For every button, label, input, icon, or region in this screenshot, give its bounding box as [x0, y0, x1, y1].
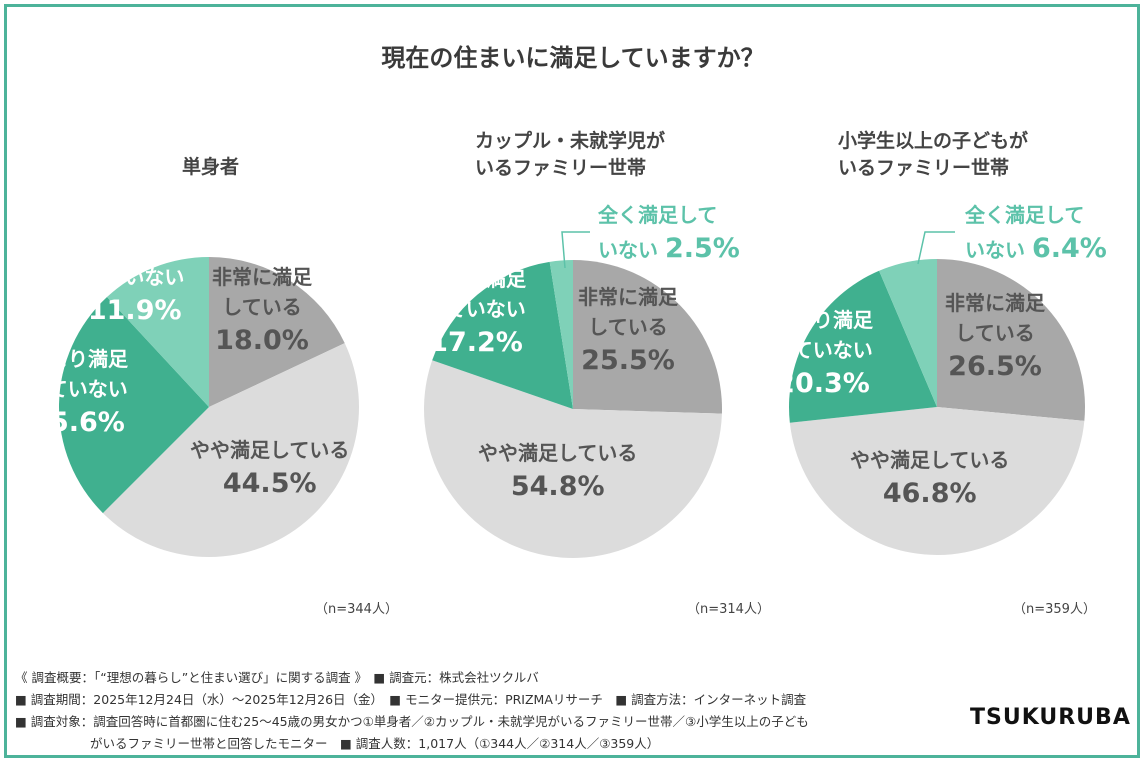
pie-slice [107, 257, 209, 407]
pie-slice [573, 260, 722, 414]
pie-slice [789, 407, 1085, 555]
slice-label: やや満足している 54.8% [478, 441, 638, 502]
pie-slice [879, 259, 937, 407]
slice-label: 全く満足して いない 2.5% [598, 203, 740, 264]
pie-slice [789, 270, 937, 423]
survey-notes: 《 調査概要：「“理想の暮らし”と住まい選び」に関する調査 》 ■ 調査元：株式… [15, 667, 809, 755]
slice-label: 非常に満足 している 25.5% [578, 285, 678, 376]
note-line: ■ 調査期間：2025年12月24日（水）～2025年12月26日（金） ■ モ… [15, 692, 807, 707]
pie-slice [937, 259, 1085, 421]
slice-label: あまり満足 していない 25.6% [28, 347, 128, 438]
slice-label: あまり満足 していない 17.2% [426, 267, 526, 358]
note-line: 《 調査概要：「“理想の暮らし”と住まい選び」に関する調査 》 ■ 調査元：株式… [15, 670, 539, 685]
pie-slice [58, 297, 209, 514]
sample-size: （n=344人） [315, 602, 398, 617]
sample-size: （n=314人） [687, 602, 770, 617]
note-line: がいるファミリー世帯と回答したモニター ■ 調査人数：1,017人（①344人／… [15, 736, 660, 751]
slice-label: やや満足している 46.8% [850, 448, 1010, 509]
label-connector [561, 231, 590, 269]
sample-size: （n=359人） [1013, 602, 1096, 617]
brand-logo: TSUKURUBA [970, 705, 1131, 730]
pie-slice [549, 260, 573, 409]
slice-label: あまり満足 していない 20.3% [773, 308, 873, 399]
slice-label: 非常に満足 している 18.0% [212, 265, 312, 356]
pie-slice [423, 360, 722, 559]
chart-title-young-family: カップル・未就学児が いるファミリー世帯 [475, 130, 666, 179]
note-line: ■ 調査対象：調査回答時に首都圏に住む25～45歳の男女かつ①単身者／②カップル… [15, 714, 809, 729]
page-title: 現在の住まいに満足していますか？ [381, 44, 765, 72]
slice-label: やや満足している 44.5% [190, 438, 350, 499]
label-connector [917, 231, 955, 265]
outer-frame [4, 4, 1140, 758]
chart-title-school-family: 小学生以上の子どもが いるファミリー世帯 [838, 130, 1029, 179]
chart-title-single: 単身者 [182, 156, 240, 178]
slice-label: 全く満足して いない 6.4% [965, 203, 1107, 264]
slice-label: 全く満足 していない 11.9% [85, 235, 185, 326]
pie-slice [102, 343, 360, 558]
pie-slice [432, 261, 573, 409]
pie-slice [209, 257, 345, 407]
slice-label: 非常に満足 している 26.5% [945, 291, 1045, 382]
